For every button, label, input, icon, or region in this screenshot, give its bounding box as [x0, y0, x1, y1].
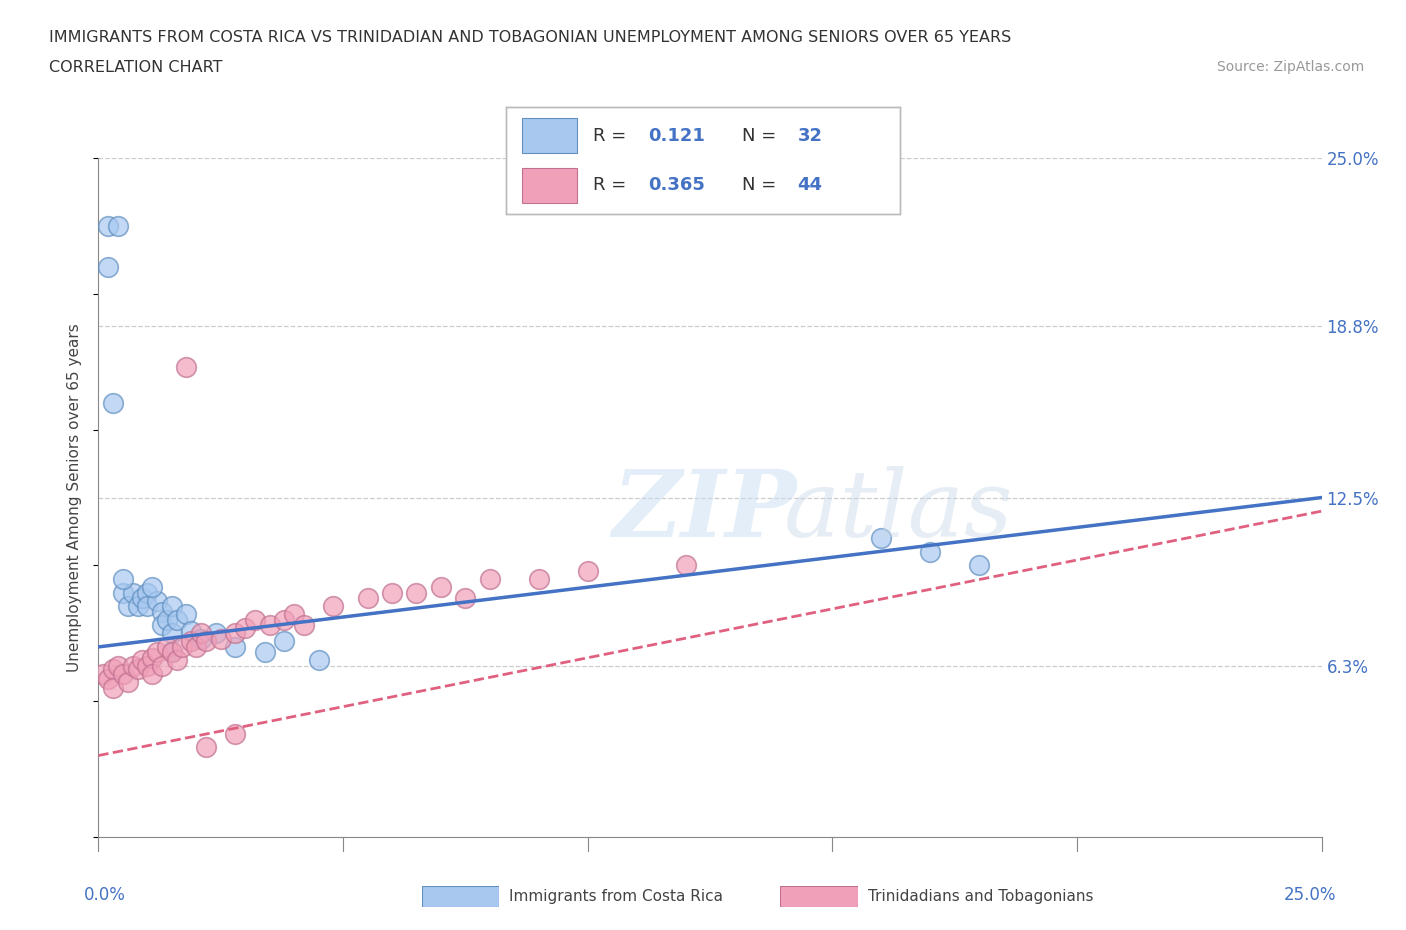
Point [180, 623, 202, 638]
Point [273, 634, 295, 649]
Point [150, 658, 173, 673]
Point [195, 740, 218, 755]
Point [253, 644, 276, 659]
Point [259, 618, 281, 632]
Text: N =: N = [742, 176, 776, 194]
Text: 32: 32 [797, 126, 823, 145]
Point [170, 640, 193, 655]
Point [292, 618, 315, 632]
Point [176, 607, 198, 622]
Point [430, 579, 453, 594]
Point [150, 618, 173, 632]
Text: 0.121: 0.121 [648, 126, 704, 145]
Point [117, 599, 139, 614]
Text: Trinidadians and Tobagonians: Trinidadians and Tobagonians [868, 889, 1092, 904]
Point [308, 653, 330, 668]
Point [180, 634, 202, 649]
Point [478, 572, 501, 587]
Point [576, 564, 599, 578]
Point [146, 593, 169, 608]
Point [156, 640, 179, 655]
Text: R =: R = [593, 176, 626, 194]
Point [136, 658, 159, 673]
Text: atlas: atlas [783, 466, 1012, 556]
Point [111, 585, 134, 600]
Point [356, 591, 378, 605]
Point [97, 672, 120, 687]
Point [224, 640, 246, 655]
Point [166, 612, 188, 627]
Point [111, 667, 134, 682]
Point [156, 612, 179, 627]
Point [233, 620, 256, 635]
Point [141, 650, 163, 665]
Text: Source: ZipAtlas.com: Source: ZipAtlas.com [1216, 60, 1364, 74]
Point [186, 640, 208, 655]
Point [101, 661, 124, 676]
Point [190, 631, 212, 646]
Point [283, 607, 305, 622]
Point [91, 667, 114, 682]
Point [322, 599, 344, 614]
Point [117, 675, 139, 690]
Point [160, 644, 183, 659]
Point [111, 572, 134, 587]
Text: 44: 44 [797, 176, 823, 194]
Point [243, 612, 266, 627]
Point [141, 667, 163, 682]
Point [121, 658, 143, 673]
Point [224, 626, 246, 641]
Point [967, 558, 990, 573]
Point [160, 626, 183, 641]
Point [136, 585, 159, 600]
Point [160, 644, 183, 659]
Point [675, 558, 697, 573]
Y-axis label: Unemployment Among Seniors over 65 years: Unemployment Among Seniors over 65 years [67, 324, 83, 671]
Point [160, 599, 183, 614]
Point [205, 626, 228, 641]
Point [454, 591, 477, 605]
Point [224, 726, 246, 741]
Text: 0.365: 0.365 [648, 176, 704, 194]
Text: 25.0%: 25.0% [1284, 886, 1336, 904]
Point [150, 604, 173, 619]
Point [176, 360, 198, 375]
Text: R =: R = [593, 126, 626, 145]
Point [97, 259, 120, 274]
Text: Immigrants from Costa Rica: Immigrants from Costa Rica [509, 889, 723, 904]
Point [273, 612, 295, 627]
Bar [522, 168, 576, 204]
Point [101, 680, 124, 695]
Point [870, 531, 893, 546]
Point [107, 658, 129, 673]
Point [195, 634, 218, 649]
Point [131, 591, 153, 605]
Point [107, 219, 129, 233]
Point [527, 572, 550, 587]
Point [381, 585, 404, 600]
Point [405, 585, 427, 600]
Point [121, 585, 143, 600]
Text: 0.0%: 0.0% [84, 886, 125, 904]
Point [127, 599, 149, 614]
Point [97, 219, 120, 233]
Point [209, 631, 232, 646]
Point [141, 579, 163, 594]
Point [146, 644, 169, 659]
Bar [522, 118, 576, 153]
Point [920, 544, 942, 559]
Point [136, 599, 159, 614]
Text: ZIP: ZIP [612, 466, 796, 556]
Point [190, 626, 212, 641]
Text: N =: N = [742, 126, 776, 145]
Text: IMMIGRANTS FROM COSTA RICA VS TRINIDADIAN AND TOBAGONIAN UNEMPLOYMENT AMONG SENI: IMMIGRANTS FROM COSTA RICA VS TRINIDADIA… [49, 30, 1011, 45]
Text: CORRELATION CHART: CORRELATION CHART [49, 60, 222, 75]
Point [127, 661, 149, 676]
Point [131, 653, 153, 668]
Point [166, 653, 188, 668]
Point [101, 395, 124, 410]
